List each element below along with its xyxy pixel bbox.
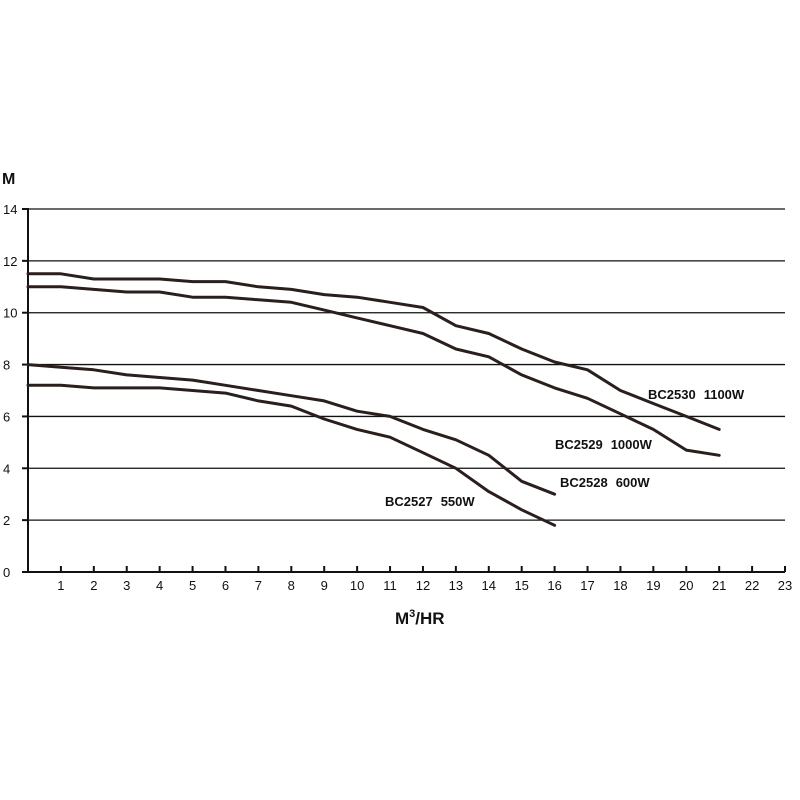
- x-tick-label-12: 12: [416, 578, 430, 593]
- x-tick-label-13: 13: [449, 578, 463, 593]
- y-tick-label-2: 2: [3, 513, 10, 528]
- series-layer: [26, 272, 721, 527]
- grid-layer: [28, 208, 785, 521]
- x-tick-label-4: 4: [156, 578, 163, 593]
- series-line-bc2529: [26, 285, 721, 457]
- y-tick-label-10: 10: [3, 306, 17, 321]
- x-tick-label-1: 1: [57, 578, 64, 593]
- x-tick-label-11: 11: [383, 578, 397, 593]
- x-tick-label-17: 17: [580, 578, 594, 593]
- y-tick-label-14: 14: [3, 202, 17, 217]
- x-tick-label-5: 5: [189, 578, 196, 593]
- x-tick-label-22: 22: [745, 578, 759, 593]
- x-tick-label-14: 14: [482, 578, 496, 593]
- y-tick-label-6: 6: [3, 409, 10, 424]
- y-tick-label-0: 0: [3, 565, 10, 580]
- series-label-model: BC2529: [555, 437, 603, 452]
- x-tick-label-20: 20: [679, 578, 693, 593]
- x-tick-label-8: 8: [288, 578, 295, 593]
- x-tick-label-23: 23: [778, 578, 792, 593]
- series-label-bc2529: BC2529 1000W: [555, 437, 653, 452]
- series-label-power: 1100W: [704, 387, 745, 402]
- y-tick-label-4: 4: [3, 461, 10, 476]
- x-tick-label-10: 10: [350, 578, 364, 593]
- x-tick-label-21: 21: [712, 578, 726, 593]
- x-tick-label-19: 19: [646, 578, 660, 593]
- series-label-power: 550W: [441, 494, 476, 509]
- y-tick-label-12: 12: [3, 254, 17, 269]
- x-tick-label-2: 2: [90, 578, 97, 593]
- y-tick-label-8: 8: [3, 358, 10, 373]
- series-label-model: BC2530: [648, 387, 696, 402]
- series-label-bc2530: BC2530 1100W: [648, 387, 745, 402]
- series-label-model: BC2527: [385, 494, 433, 509]
- x-tick-label-16: 16: [547, 578, 561, 593]
- x-axis-title: M3/HR: [395, 608, 445, 628]
- x-axis-title-sup: 3: [409, 608, 415, 620]
- series-line-bc2530: [26, 272, 721, 431]
- x-axis-title-rest: /HR: [415, 609, 444, 628]
- x-tick-label-7: 7: [255, 578, 262, 593]
- series-line-bc2528: [26, 363, 557, 496]
- x-axis-title-base: M: [395, 609, 409, 628]
- series-label-model: BC2528: [560, 475, 608, 490]
- series-label-power: 600W: [616, 475, 651, 490]
- series-line-bc2527: [26, 383, 557, 527]
- x-tick-label-15: 15: [514, 578, 528, 593]
- x-tick-label-9: 9: [321, 578, 328, 593]
- y-axis-title: M: [2, 171, 15, 188]
- x-tick-label-3: 3: [123, 578, 130, 593]
- series-label-power: 1000W: [611, 437, 653, 452]
- x-tick-label-18: 18: [613, 578, 627, 593]
- series-label-bc2527: BC2527 550W: [385, 494, 475, 509]
- x-tick-label-6: 6: [222, 578, 229, 593]
- series-label-bc2528: BC2528 600W: [560, 475, 650, 490]
